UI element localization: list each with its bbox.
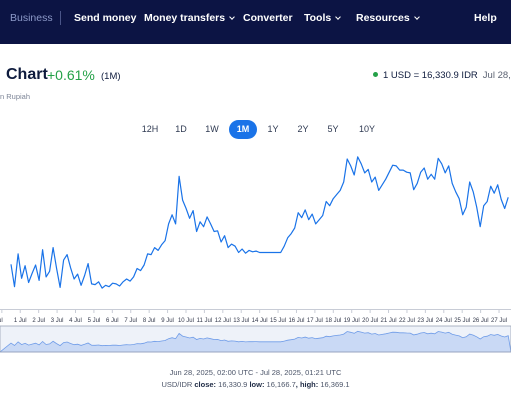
series-line bbox=[10, 156, 509, 289]
x-tick-label: 11 Jul bbox=[197, 318, 213, 324]
main-plot bbox=[10, 156, 509, 289]
nav-help[interactable]: Help bbox=[474, 0, 497, 44]
nav-resources-label: Resources bbox=[356, 12, 410, 24]
x-tick-label: 13 Jul bbox=[233, 318, 249, 324]
x-tick-label: 19 Jul bbox=[344, 318, 360, 324]
chevron-down-icon bbox=[335, 14, 342, 20]
range-brush[interactable] bbox=[0, 325, 511, 353]
x-tick-label: 14 Jul bbox=[252, 318, 268, 324]
x-tick-label: 16 Jul bbox=[288, 318, 304, 324]
stats-pair: USD/IDR bbox=[161, 380, 193, 389]
x-tick-label: 27 Jul bbox=[491, 318, 507, 324]
page-title: Chart bbox=[6, 66, 48, 83]
nav-money-transfers-label: Money transfers bbox=[144, 12, 226, 24]
nav-converter[interactable]: Converter bbox=[243, 0, 293, 44]
stats-close: 16,330.9 bbox=[218, 380, 248, 389]
period-tab-1y[interactable]: 1Y bbox=[267, 124, 279, 134]
x-tick-label: 17 Jul bbox=[307, 318, 323, 324]
rate-date: Jul 28, bbox=[482, 70, 511, 81]
x-tick-label: 26 Jul bbox=[473, 318, 489, 324]
x-tick-label: 4 Jul bbox=[69, 318, 82, 324]
x-tick-label: 24 Jul bbox=[436, 318, 452, 324]
x-tick-label: 22 Jul bbox=[399, 318, 415, 324]
x-tick-label: 6 Jul bbox=[106, 318, 119, 324]
x-tick-label: 7 Jul bbox=[124, 318, 137, 324]
x-tick-label: 2 Jul bbox=[32, 318, 45, 324]
x-tick-label: 20 Jul bbox=[362, 318, 378, 324]
period-tab-1m[interactable]: 1M bbox=[229, 120, 257, 139]
range-label: Jun 28, 2025, 02:00 UTC - Jul 28, 2025, … bbox=[169, 368, 342, 377]
nav-send-money[interactable]: Send money bbox=[74, 0, 136, 44]
nav-resources[interactable]: Resources bbox=[356, 0, 420, 44]
stats-low-label: low: bbox=[249, 380, 265, 389]
period-tab-12h[interactable]: 12H bbox=[141, 124, 159, 134]
current-rate-value: 1 USD = 16,330.9 IDR bbox=[383, 70, 478, 81]
nav-brand-business[interactable]: Business bbox=[10, 12, 53, 24]
stats-high-label: high: bbox=[299, 380, 319, 389]
x-tick-label: 15 Jul bbox=[270, 318, 286, 324]
x-tick-label: 18 Jul bbox=[325, 318, 341, 324]
top-navbar: Business Send money Money transfers Conv… bbox=[0, 0, 511, 44]
nav-converter-label: Converter bbox=[243, 12, 293, 24]
stats-low: 16,166.7 bbox=[266, 380, 296, 389]
stats-high: 16,369.1 bbox=[320, 380, 350, 389]
nav-send-money-label: Send money bbox=[74, 12, 137, 24]
nav-tools[interactable]: Tools bbox=[304, 0, 342, 44]
x-tick-label: 21 Jul bbox=[381, 318, 397, 324]
percent-change: +0.61% bbox=[47, 67, 95, 83]
chevron-down-icon bbox=[413, 14, 420, 20]
x-tick-label: 12 Jul bbox=[215, 318, 231, 324]
current-rate: 1 USD = 16,330.9 IDR Jul 28, bbox=[373, 70, 511, 81]
x-axis-ticks: Jul 1 Jul 2 Jul 3 Jul 4 Jul 5 Jul 6 Jul 7 Jul 8 … bbox=[0, 309, 507, 324]
x-tick-label: 10 Jul bbox=[178, 318, 194, 324]
x-tick-label: 8 Jul bbox=[143, 318, 156, 324]
chevron-down-icon bbox=[229, 14, 235, 20]
x-tick-label: 23 Jul bbox=[417, 318, 433, 324]
nav-divider bbox=[60, 11, 61, 25]
period-tab-1w[interactable]: 1W bbox=[205, 124, 219, 134]
brush-handle[interactable] bbox=[0, 325, 511, 353]
period-tab-1d[interactable]: 1D bbox=[175, 124, 187, 134]
stats-close-label: close: bbox=[194, 380, 217, 389]
nav-help-label: Help bbox=[474, 12, 497, 24]
rate-stats: USD/IDR close: 16,330.9 low: 16,166.7, h… bbox=[161, 380, 350, 389]
period-tab-2y[interactable]: 2Y bbox=[297, 124, 309, 134]
x-tick-label: Jul bbox=[0, 318, 3, 324]
x-tick-label: 9 Jul bbox=[161, 318, 174, 324]
x-tick-label: 3 Jul bbox=[51, 318, 64, 324]
live-dot-icon bbox=[373, 72, 378, 77]
period-tab-10y[interactable]: 10Y bbox=[358, 124, 375, 134]
rate-chart[interactable]: Jul 1 Jul 2 Jul 3 Jul 4 Jul 5 Jul 6 Jul 7 Jul 8 … bbox=[0, 145, 511, 360]
period-tab-5y[interactable]: 5Y bbox=[327, 124, 339, 134]
chart-subtitle: n Rupiah bbox=[0, 92, 31, 101]
x-tick-label: 5 Jul bbox=[88, 318, 101, 324]
change-period: (1M) bbox=[101, 71, 121, 82]
x-tick-label: 25 Jul bbox=[454, 318, 470, 324]
brush-area bbox=[0, 330, 511, 353]
nav-tools-label: Tools bbox=[304, 12, 332, 24]
x-tick-label: 1 Jul bbox=[14, 318, 27, 324]
nav-money-transfers[interactable]: Money transfers bbox=[144, 0, 235, 44]
